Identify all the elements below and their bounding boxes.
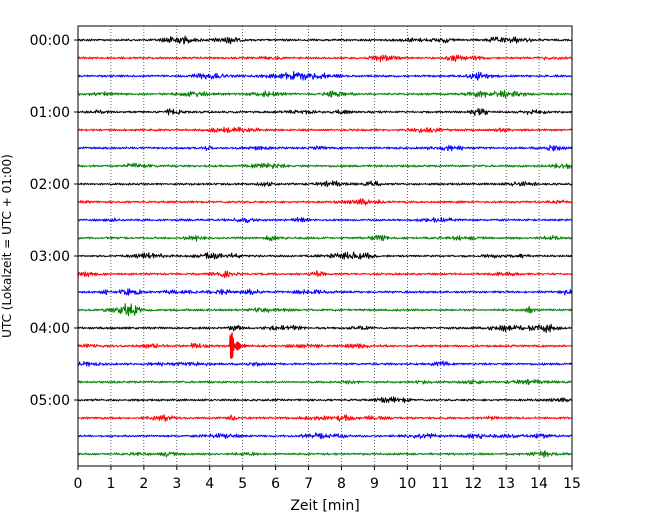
y-tick-label: 05:00 xyxy=(30,393,70,409)
x-tick-label: 0 xyxy=(74,476,83,492)
x-tick-label: 5 xyxy=(238,476,247,492)
trace-row xyxy=(77,360,573,367)
trace-row xyxy=(77,180,573,188)
x-tick-label: 2 xyxy=(139,476,148,492)
y-tick-label: 01:00 xyxy=(30,105,70,121)
x-axis: 0 1 2 3 4 5 6 7 8 9 10 11 12 13 14 15 xyxy=(74,466,581,492)
x-tick-label: 10 xyxy=(398,476,416,492)
plot-frame xyxy=(77,25,573,467)
x-tick-label: 7 xyxy=(304,476,313,492)
y-tick-label: 00:00 xyxy=(30,33,70,49)
plot-background xyxy=(78,26,572,466)
trace-row xyxy=(77,251,573,260)
trace-row xyxy=(77,323,573,334)
x-tick-label: 12 xyxy=(464,476,482,492)
y-tick-label: 03:00 xyxy=(30,249,70,265)
trace-row xyxy=(77,432,573,440)
seismic-traces xyxy=(77,35,573,459)
x-tick-label: 11 xyxy=(431,476,449,492)
trace-row xyxy=(77,89,572,99)
x-tick-label: 13 xyxy=(497,476,515,492)
trace-row xyxy=(77,70,573,81)
trace-row xyxy=(77,414,573,422)
trace-row xyxy=(77,162,573,170)
trace-row xyxy=(77,396,573,404)
trace-row xyxy=(77,234,573,242)
x-tick-label: 1 xyxy=(106,476,115,492)
trace-row xyxy=(77,107,573,116)
trace-row xyxy=(77,126,573,134)
trace-row xyxy=(77,270,573,279)
trace-row xyxy=(77,303,573,317)
x-tick-label: 9 xyxy=(370,476,379,492)
y-axis-title: UTC (Lokalzeit = UTC + 01:00) xyxy=(0,154,14,338)
trace-row xyxy=(77,288,573,296)
y-tick-label: 04:00 xyxy=(30,321,70,337)
y-axis: 00:00 01:00 02:00 03:00 04:00 05:00 xyxy=(30,33,78,409)
y-tick-label: 02:00 xyxy=(30,177,70,193)
trace-row xyxy=(77,379,573,386)
trace-row xyxy=(77,198,573,206)
x-tick-label: 4 xyxy=(205,476,214,492)
x-tick-label: 3 xyxy=(172,476,181,492)
trace-row xyxy=(77,54,573,63)
trace-row xyxy=(77,332,573,360)
vertical-grid xyxy=(110,26,540,466)
trace-row xyxy=(77,216,573,224)
x-tick-label: 8 xyxy=(337,476,346,492)
x-axis-title: Zeit [min] xyxy=(290,498,359,514)
x-tick-label: 14 xyxy=(530,476,548,492)
x-tick-label: 15 xyxy=(563,476,581,492)
trace-row xyxy=(77,35,573,45)
trace-row xyxy=(77,450,573,459)
x-tick-label: 6 xyxy=(271,476,280,492)
trace-row xyxy=(77,144,573,152)
